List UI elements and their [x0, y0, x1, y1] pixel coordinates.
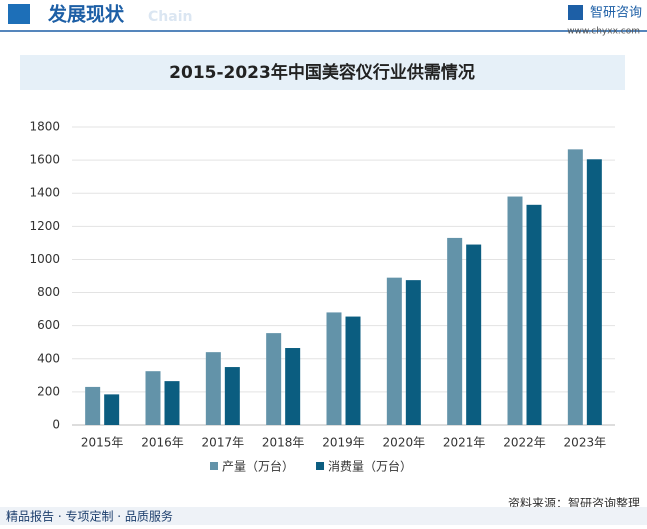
- bar: [224, 367, 240, 425]
- legend-swatch: [316, 462, 325, 470]
- x-tick-label: 2016年: [141, 436, 184, 450]
- bar: [405, 280, 421, 425]
- chart-title: 2015-2023年中国美容仪行业供需情况: [169, 62, 475, 83]
- bar: [104, 394, 120, 425]
- y-tick-label: 1600: [29, 153, 60, 167]
- y-tick-label: 200: [37, 384, 60, 398]
- legend-label: 产量（万台）: [222, 459, 294, 474]
- legend-swatch: [210, 462, 218, 470]
- bar: [326, 312, 342, 425]
- bar: [507, 196, 523, 425]
- x-tick-label: 2018年: [262, 436, 305, 450]
- bar: [145, 371, 161, 425]
- footer-bar: [0, 507, 647, 525]
- footer-tagline: 精品报告 · 专项定制 · 品质服务: [6, 509, 173, 524]
- x-tick-label: 2020年: [383, 436, 426, 450]
- y-tick-label: 600: [37, 318, 60, 332]
- bar: [526, 204, 542, 425]
- x-tick-label: 2019年: [322, 436, 365, 450]
- header-title: 发展现状: [47, 3, 125, 26]
- y-tick-label: 1000: [29, 252, 60, 266]
- y-tick-label: 0: [52, 418, 60, 432]
- x-tick-label: 2021年: [443, 436, 486, 450]
- x-tick-label: 2015年: [81, 436, 124, 450]
- bar: [345, 316, 361, 425]
- bar: [85, 386, 101, 425]
- bar: [205, 352, 221, 425]
- bar: [466, 244, 482, 425]
- x-tick-label: 2022年: [503, 436, 546, 450]
- logo-name: 智研咨询: [590, 6, 642, 21]
- bar: [266, 333, 282, 425]
- legend-label: 消费量（万台）: [328, 459, 412, 474]
- bar: [386, 277, 402, 425]
- y-tick-label: 1200: [29, 219, 60, 233]
- y-tick-label: 1400: [29, 186, 60, 200]
- title-band: [20, 55, 625, 90]
- y-tick-label: 400: [37, 351, 60, 365]
- bar: [586, 159, 602, 426]
- x-tick-label: 2017年: [202, 436, 245, 450]
- x-tick-label: 2023年: [564, 436, 607, 450]
- y-tick-label: 800: [37, 285, 60, 299]
- bar: [447, 237, 463, 425]
- bar: [285, 348, 301, 425]
- logo-icon: [568, 5, 583, 20]
- bar: [567, 149, 583, 425]
- header-subtitle: Chain: [148, 9, 192, 25]
- source: 资料来源：智研咨询整理: [508, 496, 640, 511]
- header-icon: [8, 4, 30, 24]
- y-tick-label: 1800: [29, 120, 60, 134]
- logo-url: www.chyxx.com: [567, 27, 640, 37]
- bar: [164, 381, 180, 425]
